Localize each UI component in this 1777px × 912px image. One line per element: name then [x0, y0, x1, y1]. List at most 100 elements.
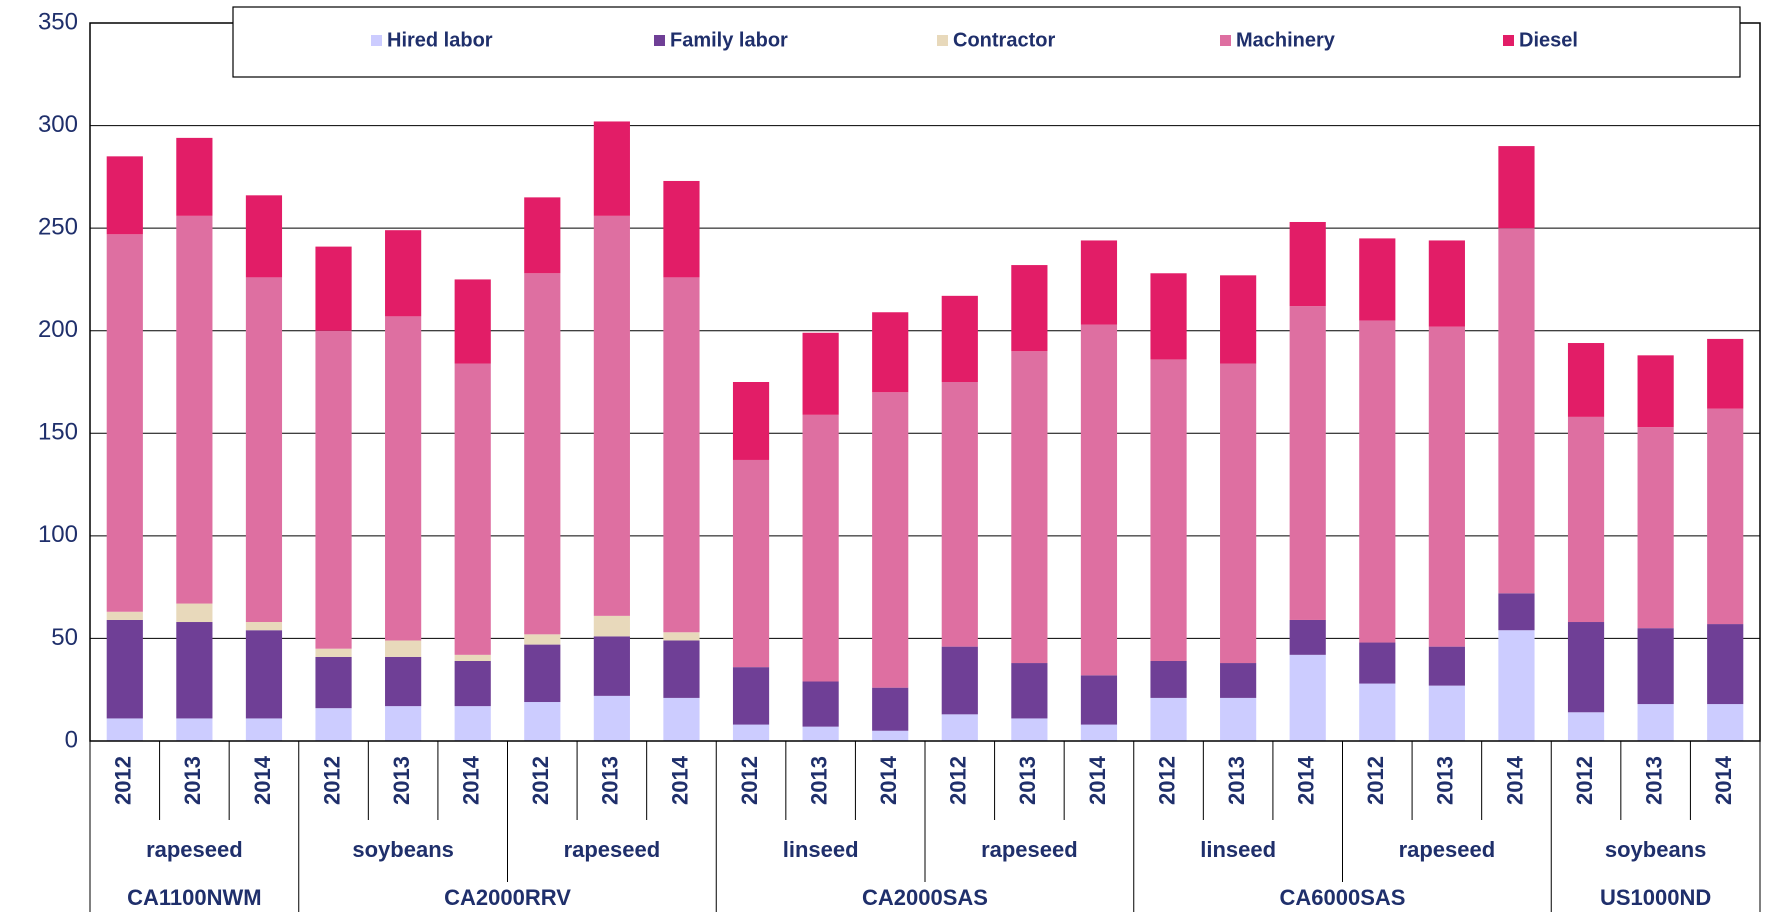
bar-segment [872, 687, 909, 731]
bar-segment [315, 708, 352, 741]
bar-segment [802, 414, 839, 682]
x-tick-label: 2012 [1363, 756, 1388, 805]
bar-segment [1359, 320, 1396, 643]
bar-segment [1011, 718, 1048, 741]
crop-label: soybeans [352, 837, 454, 862]
bar-segment [1637, 355, 1674, 428]
bar-segment [1080, 324, 1118, 676]
bar-segment [524, 702, 561, 741]
bar-segment [176, 137, 213, 216]
crop-label: linseed [1200, 837, 1276, 862]
bar-segment [1289, 306, 1326, 620]
bar-segment [524, 273, 561, 635]
legend-label: Contractor [953, 29, 1055, 51]
bar-segment [941, 382, 978, 647]
bar-segment [1220, 275, 1257, 364]
bar-segment [454, 706, 491, 741]
x-tick-label: 2013 [1641, 756, 1666, 805]
y-tick-label: 300 [38, 111, 78, 138]
bar-segment [1428, 326, 1465, 647]
x-tick-label: 2012 [737, 756, 762, 805]
bar-segment [315, 246, 352, 331]
y-tick-label: 200 [38, 316, 78, 343]
bar-segment [732, 724, 770, 741]
x-tick-label: 2014 [1502, 755, 1527, 805]
legend-swatch [371, 35, 382, 46]
bar-segment [732, 667, 770, 725]
y-tick-label: 0 [65, 726, 78, 753]
bar-segment [524, 634, 561, 645]
bar-segment [315, 656, 352, 709]
bar-segment [593, 695, 630, 741]
bar-segment [1567, 622, 1605, 713]
x-tick-label: 2013 [389, 756, 414, 805]
legend-swatch [937, 35, 948, 46]
bar-segment [663, 697, 700, 741]
x-tick-label: 2013 [1433, 756, 1458, 805]
x-tick-label: 2012 [1154, 756, 1179, 805]
crop-label: rapeseed [981, 837, 1078, 862]
legend-label: Hired labor [387, 29, 493, 51]
bar-segment [1428, 646, 1465, 686]
x-tick-label: 2014 [1711, 755, 1736, 805]
bar-segment [1637, 427, 1674, 629]
bar-segment [1011, 351, 1048, 664]
farm-label: CA6000SAS [1280, 885, 1406, 910]
bar-segment [176, 215, 213, 604]
bar-segment [1498, 593, 1535, 631]
bar-segment [106, 611, 143, 620]
bar-segment [872, 392, 909, 688]
bar-segment [385, 640, 422, 657]
crop-label: rapeseed [1399, 837, 1496, 862]
bar-segment [1150, 697, 1187, 741]
bar-segment [732, 382, 770, 460]
bar-segment [1011, 265, 1048, 352]
bar-segment [385, 656, 422, 707]
bar-segment [524, 644, 561, 703]
bar-segment [454, 654, 491, 661]
crop-label: rapeseed [146, 837, 243, 862]
bar-segment [106, 619, 143, 719]
x-tick-label: 2012 [946, 756, 971, 805]
bar-segment [524, 197, 561, 274]
bar-segment [454, 363, 491, 655]
y-tick-label: 350 [38, 8, 78, 35]
bar-segment [1707, 624, 1744, 705]
y-tick-label: 250 [38, 213, 78, 240]
legend-swatch [1220, 35, 1231, 46]
crop-label: linseed [783, 837, 859, 862]
bar-segment [1150, 273, 1187, 360]
bar-segment [1359, 238, 1396, 321]
bar-segment [941, 646, 978, 715]
bar-segment [245, 630, 283, 719]
bar-segment [1637, 704, 1674, 741]
bar-segment [1220, 697, 1257, 741]
bar-segment [663, 180, 700, 278]
bar-segment [663, 277, 700, 633]
x-tick-label: 2013 [1224, 756, 1249, 805]
bar-segment [1080, 724, 1118, 741]
farm-label: CA1100NWM [127, 885, 261, 910]
bar-segment [315, 330, 352, 649]
y-tick-label: 150 [38, 419, 78, 446]
bar-segment [1567, 416, 1605, 623]
bar-segment [1428, 240, 1465, 327]
bar-segment [663, 640, 700, 698]
bar-segment [1220, 663, 1257, 698]
bar-segment [1428, 685, 1465, 741]
bar-segment [593, 615, 630, 637]
bar-segment [176, 622, 213, 719]
bar-segment [732, 459, 770, 668]
x-tick-label: 2014 [1085, 755, 1110, 805]
x-tick-label: 2013 [1015, 756, 1040, 805]
bar-segment [872, 312, 909, 393]
bar-segment [106, 718, 143, 741]
farm-label: CA2000SAS [862, 885, 988, 910]
legend-box [232, 6, 1741, 78]
bar-segment [1707, 408, 1744, 625]
bar-segment [245, 718, 283, 741]
y-tick-label: 100 [38, 521, 78, 548]
x-tick-label: 2012 [1572, 756, 1597, 805]
bar-segment [1567, 343, 1605, 417]
